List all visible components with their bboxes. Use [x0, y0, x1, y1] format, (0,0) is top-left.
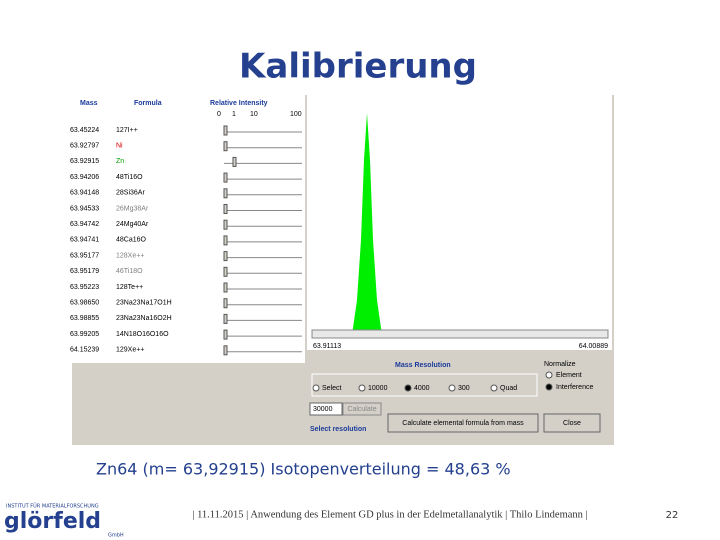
peak	[352, 113, 382, 335]
formula-button-label: Calculate elemental formula from mass	[402, 420, 524, 427]
row-mass: 63.94533	[70, 205, 99, 212]
footer: | 11.11.2015 | Anwendung des Element GD …	[192, 509, 587, 520]
row-mass: 64.15239	[70, 347, 99, 354]
radio-label: Interference	[556, 384, 593, 391]
radio[interactable]	[358, 384, 366, 392]
slider-thumb[interactable]	[223, 313, 228, 324]
radio-label: Element	[556, 372, 582, 379]
row-formula: Ni	[116, 143, 123, 150]
input-value: 30000	[313, 406, 333, 413]
slider-thumb[interactable]	[223, 266, 228, 277]
slider-thumb[interactable]	[223, 172, 228, 183]
slider-thumb[interactable]	[232, 156, 237, 167]
resolution-options: Select 10000 4000 300 Quad	[312, 384, 517, 392]
scale-label: 10	[250, 111, 258, 118]
spectrum-panel	[307, 95, 612, 350]
row-mass: 63.99205	[70, 331, 99, 338]
slider-thumb[interactable]	[223, 282, 228, 293]
row-mass: 63.95177	[70, 252, 99, 259]
scale-label: 1	[232, 111, 236, 118]
logo-sub: GmbH	[108, 533, 124, 539]
row-formula: 48Ti16O	[116, 174, 143, 181]
slider-thumb[interactable]	[223, 219, 228, 230]
row-formula: 129Xe++	[116, 347, 144, 354]
calculate-button[interactable]	[342, 402, 382, 416]
scale-label: 100	[290, 111, 302, 118]
row-mass: 63.94148	[70, 190, 99, 197]
radio-label: Quad	[500, 385, 517, 392]
radio[interactable]	[490, 384, 498, 392]
radio-label: 4000	[414, 385, 430, 392]
radio[interactable]	[404, 384, 412, 392]
row-formula: Zn	[116, 158, 124, 165]
scale-label: 0	[217, 111, 221, 118]
resolution-group	[311, 373, 538, 397]
list-panel	[72, 95, 305, 363]
mass-header: Mass	[80, 100, 98, 107]
axis-end: 64.00889	[579, 343, 608, 350]
normalize-title: Normalize	[544, 361, 576, 368]
resolution-input[interactable]	[309, 402, 343, 416]
row-mass: 63.92797	[70, 143, 99, 150]
row-formula: 128Xe++	[116, 252, 144, 259]
logo-top: INSTITUT FÜR MATERIALFORSCHUNG	[6, 503, 99, 510]
row-mass: 63.94741	[70, 237, 99, 244]
row-formula: 23Na23Na17O1H	[116, 300, 172, 307]
page-number: 22	[666, 510, 679, 521]
row-formula: 48Ca16O	[116, 237, 147, 244]
slider-thumb[interactable]	[223, 298, 228, 309]
radio-label: Select	[322, 385, 342, 392]
radio-label: 300	[458, 385, 470, 392]
intensity-header: Relative Intensity	[210, 100, 268, 107]
slider-thumb[interactable]	[223, 345, 228, 356]
radio[interactable]	[448, 384, 456, 392]
row-formula: 23Na23Na16O2H	[116, 315, 172, 322]
close-label: Close	[563, 420, 581, 427]
row-formula: 128Te++	[116, 284, 143, 291]
row-mass: 63.45224	[70, 127, 99, 134]
select-resolution: Select resolution	[310, 426, 366, 433]
logo-name: glörfeld	[4, 509, 101, 534]
slider-thumb[interactable]	[223, 204, 228, 214]
row-formula: 14N18O16O16O	[116, 331, 169, 338]
slider-thumb[interactable]	[223, 141, 228, 152]
row-mass: 63.98855	[70, 315, 99, 322]
row-mass: 63.92915	[70, 158, 99, 165]
row-formula: 26Mg38Ar	[116, 205, 149, 212]
slider-thumb[interactable]	[223, 125, 228, 136]
slider-thumb[interactable]	[223, 329, 228, 340]
row-formula: 127I++	[116, 127, 138, 134]
rows: 63.45224 127I++ 63.92797 Ni 63.92915 Zn 63.942…	[70, 125, 302, 356]
formula-header: Formula	[134, 100, 162, 107]
close-button[interactable]	[543, 413, 601, 433]
radio[interactable]	[545, 383, 553, 391]
axis-bar	[311, 329, 609, 339]
radio-label: 10000	[368, 385, 388, 392]
slide-title: Kalibrierung	[239, 47, 477, 87]
slider-thumb[interactable]	[223, 235, 228, 246]
row-formula: 24Mg40Ar	[116, 221, 149, 228]
caption: Zn64 (m= 63,92915) Isotopenverteilung = …	[96, 460, 511, 479]
row-mass: 63.98650	[70, 300, 99, 307]
slider-thumb[interactable]	[223, 188, 228, 199]
normalize-options: Element Interference	[545, 371, 593, 391]
row-mass: 63.94742	[70, 221, 99, 228]
row-mass: 63.94206	[70, 174, 99, 181]
calculate-label: Calculate	[347, 406, 376, 413]
radio[interactable]	[312, 384, 320, 392]
axis-start: 63.91113	[313, 343, 341, 350]
resolution-title: Mass Resolution	[395, 362, 451, 369]
row-mass: 63.95179	[70, 268, 99, 275]
slider-thumb[interactable]	[223, 251, 228, 262]
row-formula: 28Si36Ar	[116, 190, 145, 197]
radio[interactable]	[545, 371, 553, 379]
formula-button[interactable]	[387, 413, 539, 433]
row-formula: 46Ti18O	[116, 268, 143, 275]
row-mass: 63.95223	[70, 284, 99, 291]
